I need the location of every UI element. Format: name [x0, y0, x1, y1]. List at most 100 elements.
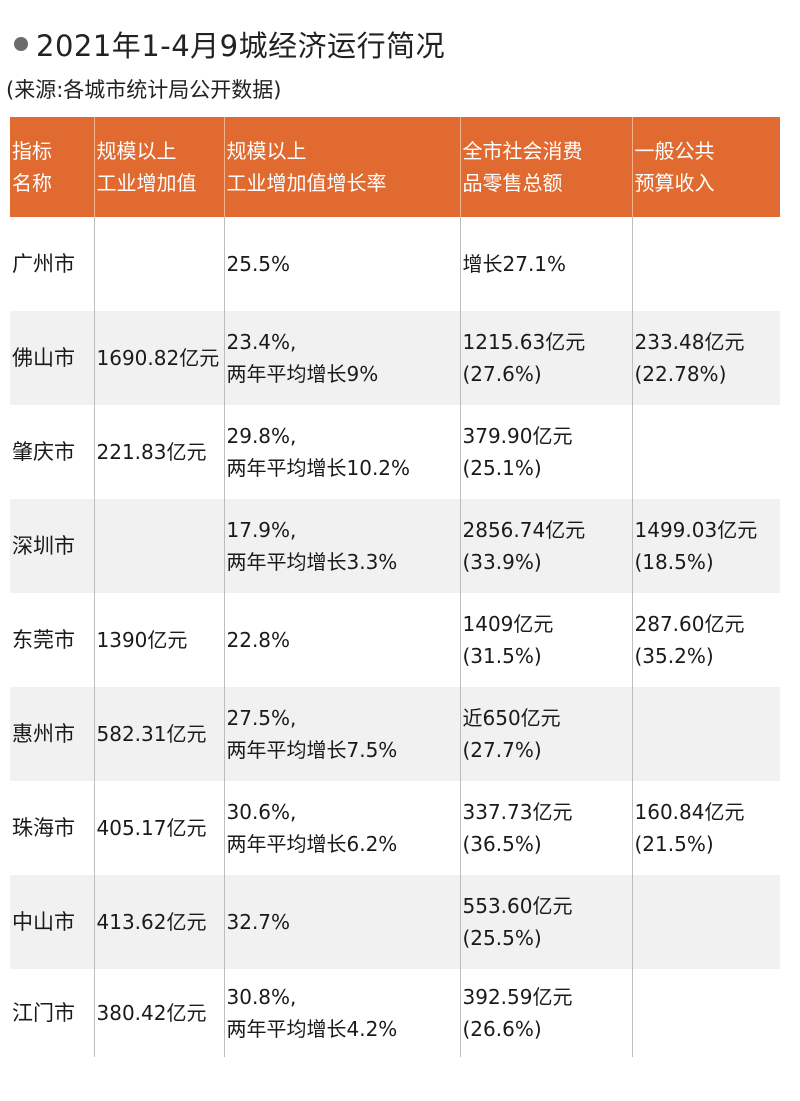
budget-revenue-cell: 160.84亿元 (21.5%): [632, 781, 780, 875]
industrial-output-cell: 221.83亿元: [94, 405, 225, 499]
cell-line: 22.8%: [226, 628, 291, 652]
retail-sales-cell: 近650亿元 (27.7%): [460, 687, 633, 781]
table-header-row: 指标 名称 规模以上 工业增加值 规模以上 工业增加值增长率 全市社会消费 品零…: [10, 117, 780, 217]
cell-line: 337.73亿元: [462, 800, 573, 824]
cell-line: 30.6%,: [226, 800, 297, 824]
budget-revenue-cell: [632, 687, 780, 781]
cell-line: 1409亿元: [462, 612, 554, 636]
cell-line: 553.60亿元: [462, 894, 573, 918]
header-line: 工业增加值: [96, 171, 197, 195]
header-line: 指标: [12, 139, 52, 163]
cell-line: 413.62亿元: [96, 910, 207, 934]
cell-line: 27.5%,: [226, 706, 297, 730]
budget-revenue-cell: [632, 405, 780, 499]
budget-revenue-cell: [632, 217, 780, 311]
cell-line: 160.84亿元: [634, 800, 745, 824]
cell-line: 287.60亿元: [634, 612, 745, 636]
cell-line: (33.9%): [462, 550, 542, 574]
cell-line: 32.7%: [226, 910, 291, 934]
cell-line: 两年平均增长9%: [226, 362, 379, 386]
retail-sales-cell: 2856.74亿元 (33.9%): [460, 499, 633, 593]
industrial-growth-cell: 23.4%, 两年平均增长9%: [224, 311, 461, 405]
source-note: (来源:各城市统计局公开数据): [6, 78, 282, 102]
cell-line: 17.9%,: [226, 518, 297, 542]
cell-line: (21.5%): [634, 832, 714, 856]
cell-line: 两年平均增长6.2%: [226, 832, 398, 856]
industrial-growth-cell: 27.5%, 两年平均增长7.5%: [224, 687, 461, 781]
table-row: 惠州市 582.31亿元 27.5%, 两年平均增长7.5% 近650亿元 (27.7%): [10, 687, 780, 781]
cell-line: (36.5%): [462, 832, 542, 856]
budget-revenue-cell: [632, 875, 780, 969]
cell-line: 两年平均增长10.2%: [226, 456, 411, 480]
cell-line: 增长27.1%: [462, 252, 567, 276]
industrial-output-cell: 413.62亿元: [94, 875, 225, 969]
header-indicator: 指标 名称: [10, 117, 95, 217]
industrial-growth-cell: 30.6%, 两年平均增长6.2%: [224, 781, 461, 875]
city-cell: 中山市: [10, 875, 95, 969]
cell-line: 1499.03亿元: [634, 518, 758, 542]
city-cell: 惠州市: [10, 687, 95, 781]
header-industrial-output: 规模以上 工业增加值: [94, 117, 225, 217]
page-title: 2021年1-4月9城经济运行简况: [36, 29, 446, 63]
header-line: 工业增加值增长率: [226, 171, 387, 195]
cell-line: 1390亿元: [96, 628, 188, 652]
budget-revenue-cell: 1499.03亿元 (18.5%): [632, 499, 780, 593]
industrial-output-cell: 380.42亿元: [94, 969, 225, 1057]
cell-line: (35.2%): [634, 644, 714, 668]
cell-line: 29.8%,: [226, 424, 297, 448]
bullet-icon: [14, 37, 28, 51]
industrial-output-cell: 582.31亿元: [94, 687, 225, 781]
industrial-growth-cell: 17.9%, 两年平均增长3.3%: [224, 499, 461, 593]
retail-sales-cell: 337.73亿元 (36.5%): [460, 781, 633, 875]
cell-line: (22.78%): [634, 362, 727, 386]
header-line: 规模以上: [226, 139, 307, 163]
industrial-growth-cell: 30.8%, 两年平均增长4.2%: [224, 969, 461, 1057]
retail-sales-cell: 392.59亿元 (26.6%): [460, 969, 633, 1057]
cell-line: 佛山市: [12, 346, 75, 370]
cell-line: 23.4%,: [226, 330, 297, 354]
header-line: 全市社会消费: [462, 139, 583, 163]
cell-line: 两年平均增长4.2%: [226, 1017, 398, 1041]
retail-sales-cell: 553.60亿元 (25.5%): [460, 875, 633, 969]
title-row: 2021年1-4月9城经济运行简况: [14, 22, 445, 66]
cell-line: 392.59亿元: [462, 985, 573, 1009]
industrial-growth-cell: 25.5%: [224, 217, 461, 311]
header-budget-revenue: 一般公共 预算收入: [632, 117, 780, 217]
cell-line: 中山市: [12, 910, 75, 934]
retail-sales-cell: 1409亿元 (31.5%): [460, 593, 633, 687]
cell-line: (27.6%): [462, 362, 542, 386]
table-row: 江门市 380.42亿元 30.8%, 两年平均增长4.2% 392.59亿元 (26.6…: [10, 969, 780, 1057]
city-cell: 江门市: [10, 969, 95, 1057]
industrial-growth-cell: 32.7%: [224, 875, 461, 969]
retail-sales-cell: 1215.63亿元 (27.6%): [460, 311, 633, 405]
city-cell: 珠海市: [10, 781, 95, 875]
cell-line: 两年平均增长7.5%: [226, 738, 398, 762]
city-cell: 广州市: [10, 217, 95, 311]
cell-line: 233.48亿元: [634, 330, 745, 354]
industrial-output-cell: [94, 217, 225, 311]
cell-line: 2856.74亿元: [462, 518, 586, 542]
header-line: 预算收入: [634, 171, 715, 195]
cell-line: 东莞市: [12, 628, 75, 652]
cell-line: 582.31亿元: [96, 722, 207, 746]
header-line: 一般公共: [634, 139, 715, 163]
budget-revenue-cell: 233.48亿元 (22.78%): [632, 311, 780, 405]
header-industrial-growth: 规模以上 工业增加值增长率: [224, 117, 461, 217]
retail-sales-cell: 增长27.1%: [460, 217, 633, 311]
cell-line: 两年平均增长3.3%: [226, 550, 398, 574]
cell-line: (25.5%): [462, 926, 542, 950]
table-row: 广州市 25.5% 增长27.1%: [10, 217, 780, 311]
cell-line: 25.5%: [226, 252, 291, 276]
header-line: 规模以上: [96, 139, 177, 163]
city-cell: 佛山市: [10, 311, 95, 405]
cell-line: 珠海市: [12, 816, 75, 840]
cell-line: (27.7%): [462, 738, 542, 762]
cell-line: 近650亿元: [462, 706, 561, 730]
cell-line: 肇庆市: [12, 440, 75, 464]
industrial-output-cell: [94, 499, 225, 593]
cell-line: 1690.82亿元: [96, 346, 220, 370]
industrial-output-cell: 1690.82亿元: [94, 311, 225, 405]
table-row: 肇庆市 221.83亿元 29.8%, 两年平均增长10.2% 379.90亿元 (25.…: [10, 405, 780, 499]
cell-line: 江门市: [12, 1001, 75, 1025]
